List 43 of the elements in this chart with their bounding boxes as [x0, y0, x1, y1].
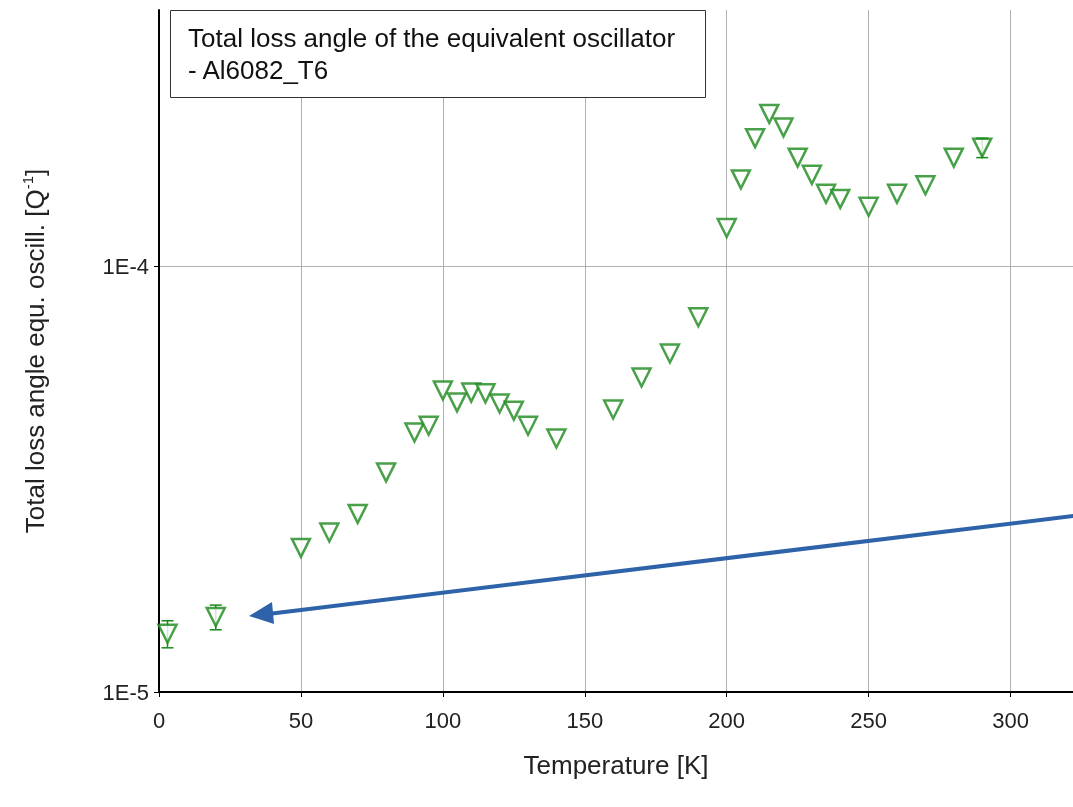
- point: [659, 343, 681, 364]
- point: [446, 392, 468, 413]
- x-tick-label: 250: [850, 707, 887, 733]
- point: [730, 169, 752, 190]
- x-tick-label: 100: [424, 707, 462, 733]
- point: [801, 164, 823, 186]
- x-tick-label: 50: [288, 707, 314, 733]
- point: [688, 307, 709, 328]
- y-tick-label: 1E-4: [102, 253, 149, 279]
- x-tick-label: 300: [992, 707, 1029, 733]
- point: [375, 462, 397, 483]
- point: [546, 428, 567, 449]
- point: [347, 503, 368, 525]
- point: [759, 103, 780, 125]
- point: [744, 127, 766, 149]
- point: [815, 183, 837, 205]
- point: [602, 399, 624, 420]
- point: [829, 188, 851, 210]
- point: [432, 380, 454, 401]
- point: [915, 175, 936, 196]
- text: Total loss angle of the equivalent oscillator - Al6082_T6: [188, 23, 683, 85]
- x-tick-label: 0: [152, 707, 166, 733]
- point: [858, 196, 879, 217]
- point: [319, 522, 340, 543]
- x-axis-title: Temperature [K]: [523, 750, 709, 780]
- x-tick-label: 200: [708, 707, 746, 733]
- x-tick-label: 150: [566, 707, 604, 733]
- point: [489, 393, 510, 414]
- point: [716, 217, 737, 239]
- point: [503, 400, 525, 421]
- point: [475, 383, 496, 404]
- point: [290, 537, 312, 559]
- point: [517, 415, 539, 437]
- y-tick-label: 1E-5: [102, 679, 149, 705]
- point: [404, 422, 425, 443]
- point: [787, 147, 808, 168]
- point: [773, 117, 794, 138]
- y-axis-title: Total loss angle equ. oscill. [Q-1]: [19, 168, 50, 534]
- point: [886, 183, 908, 205]
- point: [460, 382, 482, 403]
- point: [631, 367, 652, 388]
- point: [418, 415, 439, 437]
- point: [943, 147, 965, 168]
